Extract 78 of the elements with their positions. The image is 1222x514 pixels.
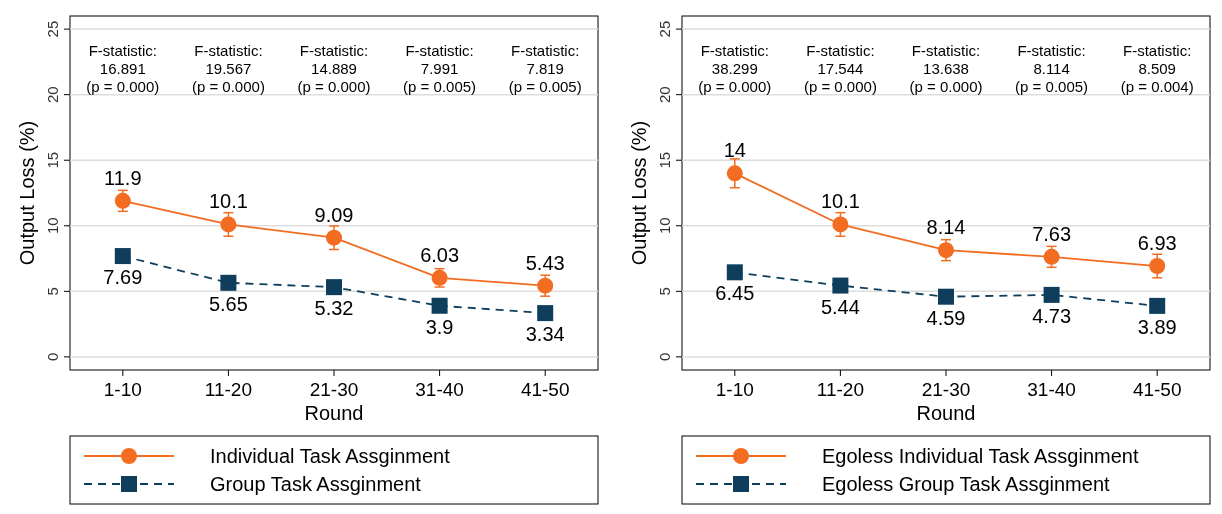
legend-label: Group Task Assginment xyxy=(210,473,422,495)
annotation: F-statistic: 8.114 (p = 0.005) xyxy=(1015,42,1089,95)
data-label: 14 xyxy=(723,139,746,162)
data-label: 3.9 xyxy=(425,315,454,338)
data-label: 6.03 xyxy=(420,243,460,266)
x-tick-label: 11-20 xyxy=(204,379,252,400)
legend-label: Individual Task Assginment xyxy=(210,445,451,467)
annotation: F-statistic: 13.638 (p = 0.000) xyxy=(909,42,983,95)
point xyxy=(326,279,342,296)
y-tick-label: 20 xyxy=(656,86,673,104)
data-label: 5.65 xyxy=(208,292,248,315)
point xyxy=(726,264,743,281)
y-tick-label: 25 xyxy=(656,20,673,38)
data-label: 10.1 xyxy=(820,190,860,213)
data-label: 3.34 xyxy=(525,323,565,346)
annotation: F-statistic: 16.891 (p = 0.000) xyxy=(86,42,160,95)
annotation: F-statistic: 8.509 (p = 0.004) xyxy=(1120,42,1194,95)
data-label: 10.1 xyxy=(208,190,248,213)
y-tick-label: 25 xyxy=(44,20,61,38)
point xyxy=(938,288,954,305)
x-tick-label: 41-50 xyxy=(520,379,570,400)
legend-label: Egoless Individual Task Assginment xyxy=(822,445,1139,467)
point xyxy=(220,274,237,291)
x-tick-label: 31-40 xyxy=(415,379,464,400)
annotation: F-statistic: 38.299 (p = 0.000) xyxy=(698,42,772,95)
y-axis-title: Output Loss (%) xyxy=(628,120,650,266)
data-label: 9.09 xyxy=(314,203,354,226)
data-label: 4.59 xyxy=(926,306,966,329)
data-label: 8.14 xyxy=(926,216,966,239)
y-tick-label: 0 xyxy=(44,352,61,362)
x-tick-label: 1-10 xyxy=(715,379,754,400)
x-tick-label: 21-30 xyxy=(921,379,971,400)
point xyxy=(114,248,131,265)
annotation: F-statistic: 19.567 (p = 0.000) xyxy=(191,42,265,95)
data-label: 6.93 xyxy=(1137,232,1177,255)
annotation: F-statistic: 7.819 (p = 0.005) xyxy=(508,42,582,95)
y-tick-label: 20 xyxy=(44,86,61,104)
y-axis-title: Output Loss (%) xyxy=(16,120,38,266)
x-tick-label: 1-10 xyxy=(103,379,142,400)
y-tick-label: 0 xyxy=(656,352,673,362)
data-label: 5.43 xyxy=(525,251,565,274)
data-label: 4.73 xyxy=(1032,304,1072,327)
point xyxy=(726,165,743,182)
point xyxy=(832,277,849,294)
point xyxy=(326,229,342,246)
data-label: 6.45 xyxy=(715,282,755,305)
point xyxy=(1149,258,1166,275)
x-axis-title: Round xyxy=(304,402,364,424)
y-tick-label: 15 xyxy=(44,151,61,169)
x-axis-title: Round xyxy=(916,402,976,424)
data-label: 5.32 xyxy=(314,297,354,320)
data-label: 7.63 xyxy=(1032,222,1072,245)
x-tick-label: 31-40 xyxy=(1027,379,1076,400)
data-label: 11.9 xyxy=(104,166,142,189)
point xyxy=(431,297,448,314)
point xyxy=(1043,286,1060,303)
annotation: F-statistic: 17.544 (p = 0.000) xyxy=(803,42,877,95)
annotation: F-statistic: 14.889 (p = 0.000) xyxy=(297,42,371,95)
data-label: 5.44 xyxy=(820,295,860,318)
point xyxy=(832,216,849,233)
point xyxy=(1043,248,1060,265)
annotation: F-statistic: 7.991 (p = 0.005) xyxy=(403,42,477,95)
point xyxy=(537,305,554,322)
point xyxy=(938,242,954,259)
data-label: 3.89 xyxy=(1137,315,1177,338)
x-tick-label: 11-20 xyxy=(816,379,864,400)
x-tick-label: 21-30 xyxy=(309,379,359,400)
legend-label: Egoless Group Task Assginment xyxy=(822,473,1110,495)
y-tick-label: 10 xyxy=(44,217,61,235)
data-label: 7.69 xyxy=(103,266,143,289)
point xyxy=(220,216,237,233)
y-tick-label: 15 xyxy=(656,151,673,169)
point xyxy=(114,192,131,209)
x-tick-label: 41-50 xyxy=(1132,379,1182,400)
y-tick-label: 10 xyxy=(656,217,673,235)
y-tick-label: 5 xyxy=(44,287,61,296)
point xyxy=(1149,297,1166,314)
y-tick-label: 5 xyxy=(656,287,673,296)
